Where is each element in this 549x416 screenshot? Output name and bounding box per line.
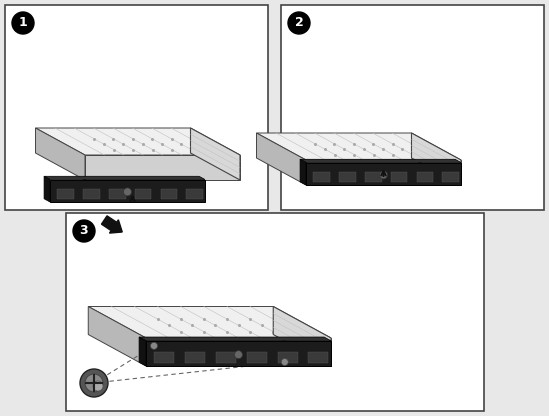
Polygon shape <box>44 176 205 179</box>
Bar <box>247 352 267 363</box>
Polygon shape <box>256 133 306 185</box>
Bar <box>186 189 203 199</box>
Bar <box>160 189 177 199</box>
Bar <box>442 172 459 182</box>
Polygon shape <box>36 128 240 155</box>
Text: 1: 1 <box>19 17 27 30</box>
Polygon shape <box>88 307 331 338</box>
Bar <box>309 352 328 363</box>
Circle shape <box>150 342 158 349</box>
Bar <box>57 189 74 199</box>
Polygon shape <box>88 307 146 366</box>
Bar <box>365 172 382 182</box>
Bar <box>185 352 205 363</box>
Bar <box>277 352 298 363</box>
Bar <box>339 172 356 182</box>
Polygon shape <box>300 159 461 163</box>
Bar <box>313 172 330 182</box>
Polygon shape <box>306 163 461 185</box>
Bar <box>417 172 433 182</box>
Polygon shape <box>306 160 461 185</box>
FancyBboxPatch shape <box>5 5 268 210</box>
Circle shape <box>288 12 310 34</box>
FancyArrow shape <box>102 216 122 233</box>
Circle shape <box>281 359 288 366</box>
Circle shape <box>234 351 243 359</box>
Polygon shape <box>146 341 331 366</box>
Polygon shape <box>36 128 85 180</box>
Circle shape <box>73 220 95 242</box>
Circle shape <box>85 374 103 392</box>
Polygon shape <box>273 307 331 366</box>
Bar <box>391 172 407 182</box>
Bar <box>109 189 126 199</box>
Circle shape <box>124 188 132 196</box>
Polygon shape <box>300 159 306 185</box>
Text: 2: 2 <box>295 17 304 30</box>
Bar <box>135 189 152 199</box>
Circle shape <box>379 171 388 179</box>
Bar <box>83 189 100 199</box>
Circle shape <box>93 381 103 391</box>
Bar <box>154 352 174 363</box>
FancyBboxPatch shape <box>281 5 544 210</box>
Polygon shape <box>191 128 240 180</box>
Polygon shape <box>139 337 146 366</box>
Polygon shape <box>412 133 461 185</box>
FancyBboxPatch shape <box>66 213 484 411</box>
Polygon shape <box>44 176 50 202</box>
Polygon shape <box>85 155 240 180</box>
Text: 3: 3 <box>80 225 88 238</box>
Circle shape <box>80 369 108 397</box>
Polygon shape <box>256 133 461 160</box>
Bar <box>216 352 236 363</box>
Polygon shape <box>50 179 205 202</box>
Circle shape <box>12 12 34 34</box>
Polygon shape <box>139 337 331 341</box>
Polygon shape <box>146 338 331 366</box>
